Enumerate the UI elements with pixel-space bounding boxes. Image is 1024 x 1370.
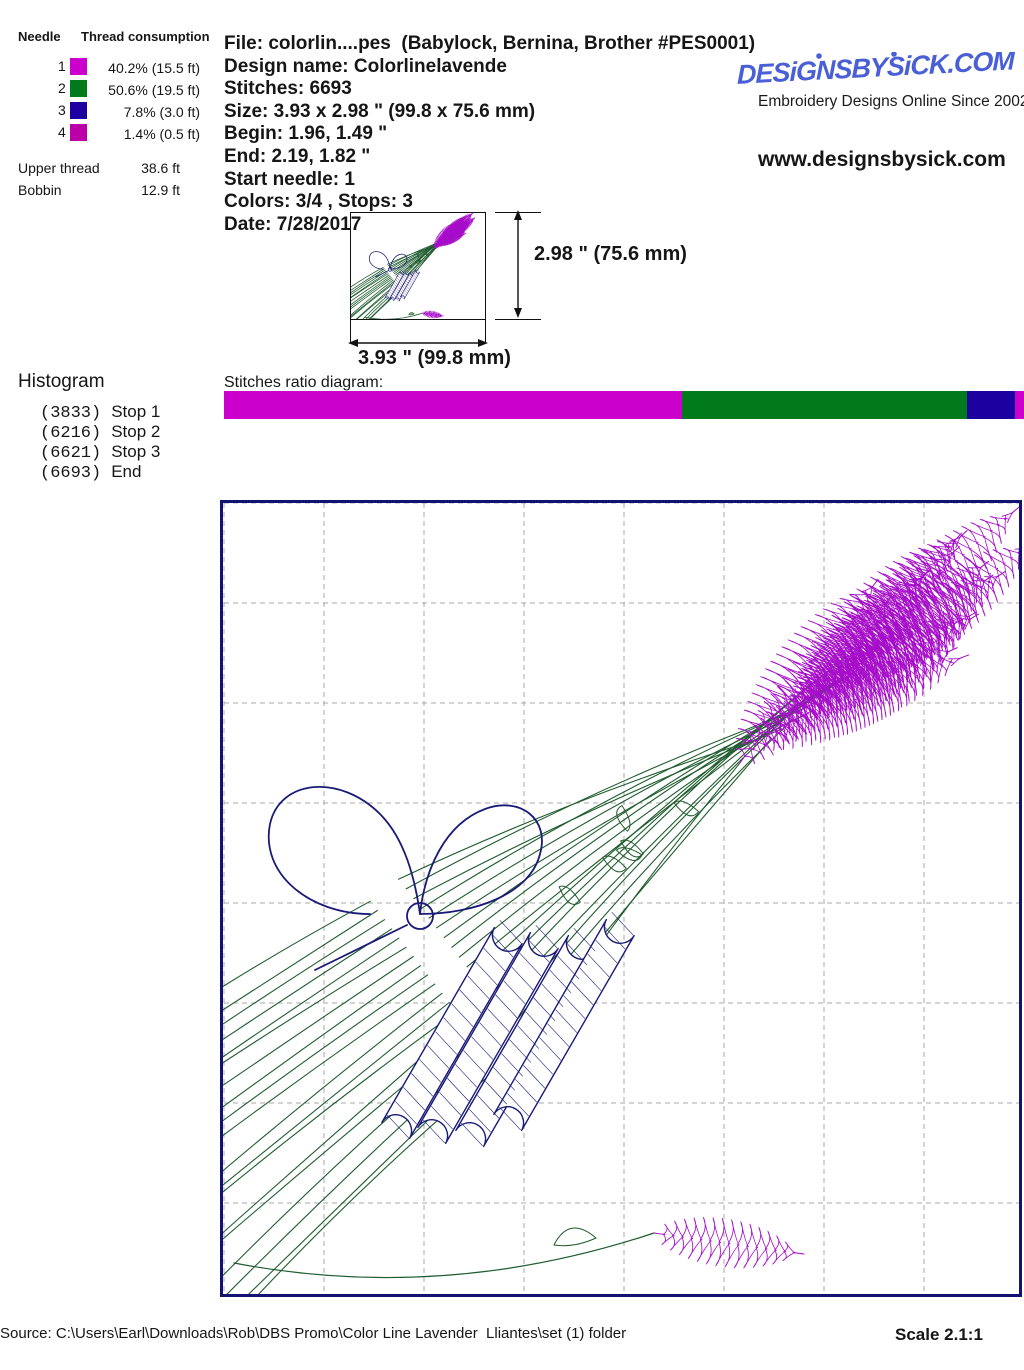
svg-text:DESiGNSBYSiCK.COM: DESiGNSBYSiCK.COM [737,52,1015,90]
